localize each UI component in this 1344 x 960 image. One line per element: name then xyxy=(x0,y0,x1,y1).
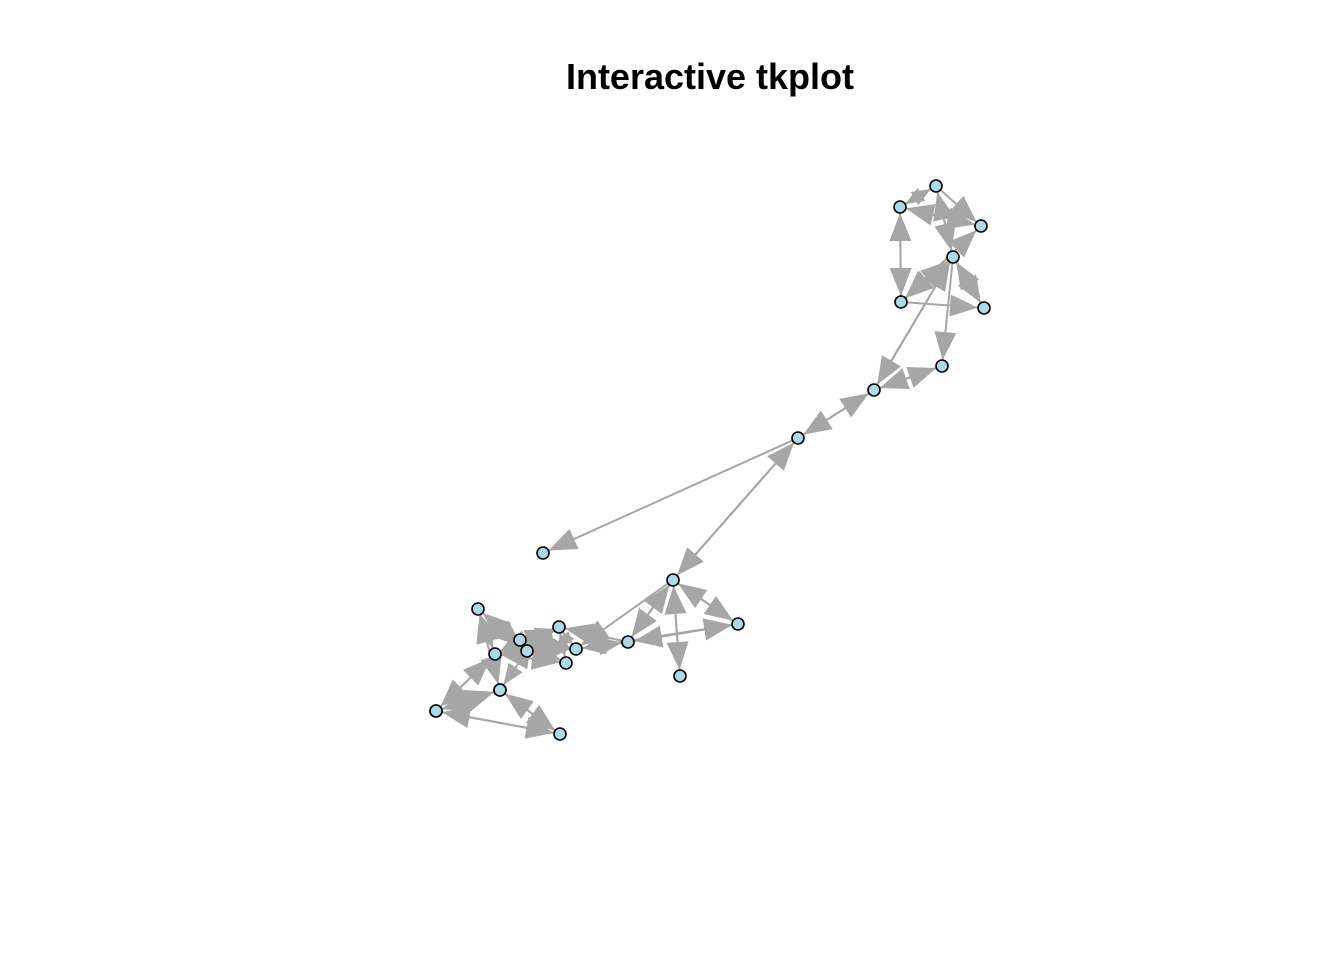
vertex-25[interactable] xyxy=(429,704,443,718)
arrowhead-21-20 xyxy=(476,614,498,645)
vertex-4[interactable] xyxy=(946,250,960,264)
arrowhead-7-6 xyxy=(906,366,937,388)
vertex-15[interactable] xyxy=(569,642,583,656)
arrowhead-25-23 xyxy=(526,705,556,731)
vertex-19[interactable] xyxy=(488,647,502,661)
arrowhead-22-18 xyxy=(462,658,491,686)
vertex-11[interactable] xyxy=(731,617,745,631)
arrowhead-7-8 xyxy=(803,410,833,435)
vertex-6[interactable] xyxy=(977,301,991,315)
arrowhead-10-13 xyxy=(633,625,664,648)
arrowhead-4-1 xyxy=(889,212,912,242)
arrowhead-17-21 xyxy=(503,662,523,686)
arrowhead-3-7 xyxy=(877,355,901,385)
vertex-18[interactable] xyxy=(520,644,534,658)
vertex-3[interactable] xyxy=(974,219,988,233)
arrowhead-16-18 xyxy=(500,640,515,652)
plot-title: Interactive tkplot xyxy=(565,56,855,97)
arrowhead-1-0 xyxy=(910,189,931,205)
vertex-16[interactable] xyxy=(552,620,566,634)
vertex-7[interactable] xyxy=(935,359,949,373)
vertex-5[interactable] xyxy=(894,295,908,309)
arrowhead-23-24 xyxy=(441,706,472,729)
arrowhead-4-3 xyxy=(920,260,949,288)
arrowhead-5-3 xyxy=(956,262,980,291)
vertex-17[interactable] xyxy=(513,633,527,647)
vertex-10[interactable] xyxy=(666,573,680,587)
vertex-14[interactable] xyxy=(621,635,635,649)
arrowhead-1-2 xyxy=(945,207,976,229)
vertex-8[interactable] xyxy=(867,383,881,397)
vertex-13[interactable] xyxy=(536,546,550,560)
vertex-21[interactable] xyxy=(471,602,485,616)
arrowhead-11-9 xyxy=(664,585,687,615)
arrowhead-15-14 xyxy=(560,631,573,645)
vertex-2[interactable] xyxy=(893,200,907,214)
arrowhead-3-6 xyxy=(934,331,957,361)
vertex-26[interactable] xyxy=(493,683,507,697)
edge-9-8 xyxy=(676,441,795,577)
arrowhead-13-15 xyxy=(564,623,595,645)
arrowhead-16-15 xyxy=(533,627,554,642)
arrowhead-6-7 xyxy=(879,368,910,390)
edge-8-12 xyxy=(548,439,793,552)
arrowhead-8-12 xyxy=(548,528,579,551)
arrowhead-9-8 xyxy=(767,442,795,471)
arrowhead-14-13 xyxy=(597,636,623,656)
edges-layer xyxy=(439,188,982,739)
arrowhead-0-2 xyxy=(949,195,977,223)
arrowhead-18-19 xyxy=(530,647,561,670)
arrowhead-10-9 xyxy=(677,583,708,609)
vertices-layer xyxy=(429,179,991,741)
arrowhead-8-7 xyxy=(839,393,869,418)
arrowhead-4-2 xyxy=(948,230,977,258)
arrowhead-4-5 xyxy=(949,294,979,317)
vertex-1[interactable] xyxy=(929,179,943,193)
arrowhead-14-10 xyxy=(702,618,733,641)
arrowhead-9-10 xyxy=(703,595,734,621)
arrowhead-13-9 xyxy=(644,584,670,614)
vertex-9[interactable] xyxy=(791,431,805,445)
arrowhead-24-21 xyxy=(464,690,495,712)
arrowhead-19-15 xyxy=(556,632,570,651)
vertex-24[interactable] xyxy=(553,727,567,741)
arrowhead-7-3 xyxy=(926,262,950,292)
vertex-20[interactable] xyxy=(559,656,573,670)
vertex-12[interactable] xyxy=(673,669,687,683)
